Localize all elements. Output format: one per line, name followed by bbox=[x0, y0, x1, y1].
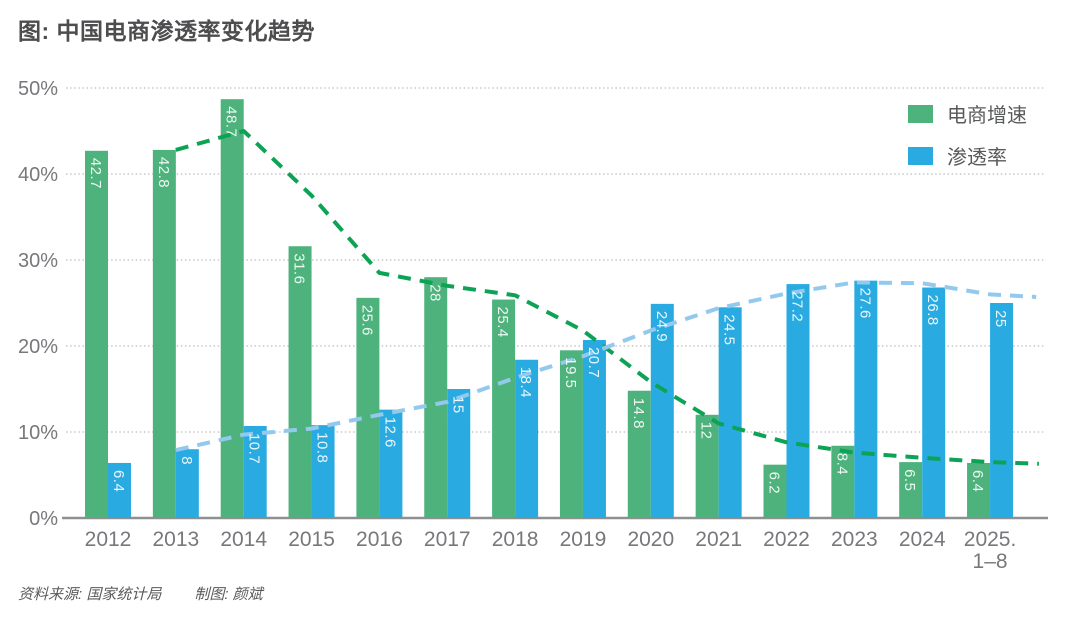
growth-bar bbox=[695, 414, 719, 518]
growth-bar-value: 42.7 bbox=[87, 158, 104, 189]
x-tick-label: 2025. 1–8 bbox=[964, 528, 1017, 573]
y-tick-label: 30% bbox=[18, 250, 58, 272]
growth-bar-value: 12 bbox=[698, 422, 715, 440]
penetration-bar-value: 27.2 bbox=[789, 291, 806, 322]
penetration-bar bbox=[582, 339, 606, 518]
growth-bar-value: 48.7 bbox=[223, 106, 240, 137]
y-tick-label: 40% bbox=[18, 164, 58, 186]
growth-bar-value: 31.6 bbox=[291, 253, 308, 284]
y-tick-label: 0% bbox=[29, 508, 58, 530]
penetration-bar-value: 24.5 bbox=[721, 314, 738, 345]
penetration-bar-value: 18.4 bbox=[517, 367, 534, 398]
penetration-bar bbox=[447, 389, 471, 518]
penetration-bar bbox=[990, 303, 1014, 518]
x-tick-label: 2023 bbox=[831, 528, 878, 551]
penetration-bar bbox=[379, 409, 403, 518]
growth-bar bbox=[220, 99, 244, 519]
penetration-bar bbox=[854, 280, 878, 518]
penetration-bar bbox=[718, 307, 742, 518]
x-tick-label: 2015 bbox=[288, 528, 335, 551]
penetration-legend-swatch bbox=[908, 146, 933, 165]
legend-item-growth: 电商增速 bbox=[908, 99, 1027, 128]
penetration-legend-label: 渗透率 bbox=[947, 147, 1007, 169]
y-tick-label: 20% bbox=[18, 336, 58, 358]
growth-trendline bbox=[175, 129, 1039, 466]
penetration-bar bbox=[311, 425, 335, 518]
penetration-bar-value: 25 bbox=[992, 310, 1009, 328]
growth-bar-value: 28 bbox=[426, 284, 443, 302]
x-tick-label: 2021 bbox=[695, 528, 742, 551]
growth-bar bbox=[967, 462, 991, 518]
chart-footer: 资料来源: 国家统计局 制图: 颜斌 bbox=[18, 583, 263, 604]
growth-bar bbox=[356, 297, 380, 518]
penetration-bar-value: 8 bbox=[178, 456, 195, 465]
chart-legend: 电商增速 渗透率 bbox=[908, 99, 1027, 170]
growth-bar-value: 6.4 bbox=[969, 470, 986, 492]
growth-bar bbox=[85, 150, 108, 518]
growth-bar bbox=[627, 390, 651, 518]
penetration-bar-value: 15 bbox=[449, 396, 466, 414]
growth-bar-value: 25.4 bbox=[494, 307, 511, 338]
growth-bar bbox=[899, 462, 923, 518]
penetration-bar-value: 20.7 bbox=[585, 347, 602, 378]
growth-legend-label: 电商增速 bbox=[947, 105, 1027, 127]
growth-legend-swatch bbox=[908, 104, 933, 123]
growth-bar bbox=[492, 299, 516, 518]
penetration-bar bbox=[515, 359, 539, 518]
growth-bar-value: 25.6 bbox=[358, 305, 375, 336]
chart-title: 图: 中国电商渗透率变化趋势 bbox=[18, 18, 316, 44]
penetration-bar-value: 6.4 bbox=[110, 470, 127, 492]
x-tick-label: 2020 bbox=[627, 528, 674, 551]
growth-bar-value: 14.8 bbox=[630, 398, 647, 429]
x-tick-label: 2016 bbox=[356, 528, 403, 551]
penetration-bar-value: 12.6 bbox=[381, 417, 398, 448]
growth-bar-value: 42.8 bbox=[155, 157, 172, 188]
legend-item-penetration: 渗透率 bbox=[908, 141, 1027, 170]
x-tick-label: 2017 bbox=[424, 528, 471, 551]
data-source-text: 资料来源: 国家统计局 bbox=[18, 586, 162, 603]
growth-bar bbox=[152, 149, 176, 519]
x-tick-label: 2012 bbox=[85, 528, 132, 551]
growth-bar bbox=[559, 350, 583, 518]
growth-bar-value: 19.5 bbox=[562, 357, 579, 388]
growth-bar-value: 6.2 bbox=[766, 472, 783, 494]
x-tick-label: 2018 bbox=[492, 528, 539, 551]
penetration-bar bbox=[243, 425, 267, 518]
penetration-bar-value: 24.9 bbox=[653, 311, 670, 342]
growth-bar-value: 6.5 bbox=[901, 469, 918, 491]
growth-bar-value: 8.4 bbox=[833, 453, 850, 475]
growth-bar bbox=[424, 277, 448, 518]
penetration-bar bbox=[108, 462, 131, 518]
penetration-bar bbox=[786, 284, 810, 518]
penetration-bar bbox=[175, 449, 199, 518]
y-tick-label: 50% bbox=[18, 78, 58, 100]
penetration-bar bbox=[650, 303, 674, 518]
x-tick-label: 2019 bbox=[560, 528, 607, 551]
x-tick-label: 2013 bbox=[152, 528, 199, 551]
growth-bar bbox=[288, 246, 312, 519]
credit-text: 制图: 颜斌 bbox=[194, 586, 263, 603]
penetration-bar-value: 10.7 bbox=[246, 433, 263, 464]
growth-bar bbox=[831, 445, 855, 518]
x-tick-label: 2014 bbox=[220, 528, 267, 551]
x-tick-label: 2024 bbox=[899, 528, 946, 551]
y-tick-label: 10% bbox=[18, 422, 58, 444]
x-tick-label: 2022 bbox=[763, 528, 810, 551]
penetration-bar-value: 27.6 bbox=[856, 288, 873, 319]
penetration-bar-value: 10.8 bbox=[314, 432, 331, 463]
growth-bar bbox=[763, 464, 787, 518]
penetration-bar-value: 26.8 bbox=[924, 295, 941, 326]
penetration-trendline bbox=[175, 280, 1037, 453]
